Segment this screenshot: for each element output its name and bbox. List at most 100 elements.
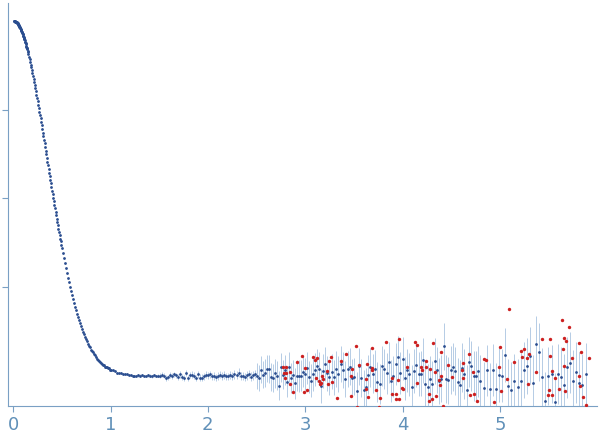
Point [203, 372, 213, 379]
Point [83, 340, 92, 347]
Point [12, 20, 22, 27]
Point [260, 369, 269, 376]
Point [56, 241, 66, 248]
Point [52, 218, 62, 225]
Point [312, 362, 322, 369]
Point [185, 371, 195, 378]
Point [398, 355, 407, 362]
Point [341, 350, 350, 357]
Point [466, 362, 476, 369]
Point [495, 343, 505, 350]
Point [543, 392, 553, 399]
Point [27, 67, 37, 74]
Point [130, 372, 139, 379]
Point [10, 18, 20, 25]
Point [308, 371, 317, 378]
Point [509, 358, 519, 365]
Point [578, 382, 587, 388]
Point [161, 375, 171, 382]
Point [99, 362, 109, 369]
Point [361, 383, 371, 390]
Point [554, 386, 563, 393]
Point [522, 354, 532, 361]
Point [41, 151, 51, 158]
Point [460, 371, 469, 378]
Point [421, 381, 430, 388]
Point [314, 365, 323, 372]
Point [33, 98, 43, 105]
Point [377, 362, 387, 369]
Point [20, 37, 29, 44]
Point [11, 18, 20, 25]
Point [464, 351, 474, 358]
Point [481, 356, 491, 363]
Point [29, 75, 38, 82]
Point [465, 392, 475, 399]
Point [443, 362, 453, 369]
Point [120, 371, 130, 378]
Point [361, 375, 370, 382]
Point [38, 132, 48, 139]
Point [462, 386, 472, 393]
Point [517, 354, 527, 361]
Point [102, 364, 112, 371]
Point [118, 371, 127, 378]
Point [248, 372, 257, 379]
Point [264, 365, 274, 372]
Point [336, 360, 346, 367]
Point [322, 370, 332, 377]
Point [505, 305, 514, 312]
Point [361, 385, 371, 392]
Point [20, 38, 30, 45]
Point [234, 369, 244, 376]
Point [391, 395, 400, 402]
Point [22, 42, 31, 49]
Point [179, 375, 189, 382]
Point [331, 366, 341, 373]
Point [387, 390, 397, 397]
Point [491, 386, 500, 393]
Point [252, 372, 262, 379]
Point [182, 370, 191, 377]
Point [425, 366, 435, 373]
Point [343, 366, 352, 373]
Point [320, 361, 329, 368]
Point [448, 364, 458, 371]
Point [500, 351, 510, 358]
Point [42, 154, 52, 161]
Point [403, 363, 412, 370]
Point [290, 380, 299, 387]
Point [489, 399, 499, 406]
Point [40, 140, 49, 147]
Point [284, 364, 293, 371]
Point [409, 367, 419, 374]
Point [568, 378, 578, 385]
Point [476, 377, 485, 384]
Point [400, 375, 410, 382]
Point [365, 364, 375, 371]
Point [391, 391, 400, 398]
Point [136, 372, 145, 379]
Point [95, 358, 104, 365]
Point [519, 366, 529, 373]
Point [574, 340, 584, 347]
Point [18, 31, 28, 38]
Point [47, 184, 56, 191]
Point [230, 371, 239, 378]
Point [256, 366, 265, 373]
Point [32, 91, 41, 98]
Point [19, 35, 29, 42]
Point [280, 367, 289, 374]
Point [353, 404, 362, 411]
Point [31, 87, 41, 94]
Point [21, 41, 31, 48]
Point [443, 377, 453, 384]
Point [72, 310, 82, 317]
Point [371, 386, 380, 393]
Point [272, 372, 281, 379]
Point [197, 374, 207, 381]
Point [78, 328, 88, 335]
Point [30, 82, 40, 89]
Point [25, 56, 34, 63]
Point [547, 392, 557, 399]
